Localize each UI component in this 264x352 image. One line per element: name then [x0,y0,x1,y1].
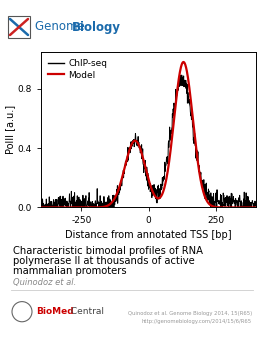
Text: BioMed: BioMed [36,307,74,316]
X-axis label: Distance from annotated TSS [bp]: Distance from annotated TSS [bp] [65,230,232,240]
Text: Central: Central [68,307,104,316]
Text: Quinodoz et al.: Quinodoz et al. [13,278,76,288]
Circle shape [12,302,32,322]
Text: http://genomebiology.com/2014/15/6/R65: http://genomebiology.com/2014/15/6/R65 [142,319,252,324]
Legend: ChIP-seq, Model: ChIP-seq, Model [45,56,110,82]
Text: mammalian promoters: mammalian promoters [13,266,127,276]
Text: Biology: Biology [72,20,121,33]
Text: Characteristic bimodal profiles of RNA: Characteristic bimodal profiles of RNA [13,246,203,256]
Y-axis label: PolII [a.u.]: PolII [a.u.] [5,105,15,154]
Bar [8,16,30,38]
Text: polymerase II at thousands of active: polymerase II at thousands of active [13,256,195,266]
Text: Genome: Genome [35,20,88,33]
Text: Quinodoz et al. Genome Biology 2014, 15(R65): Quinodoz et al. Genome Biology 2014, 15(… [128,311,252,316]
